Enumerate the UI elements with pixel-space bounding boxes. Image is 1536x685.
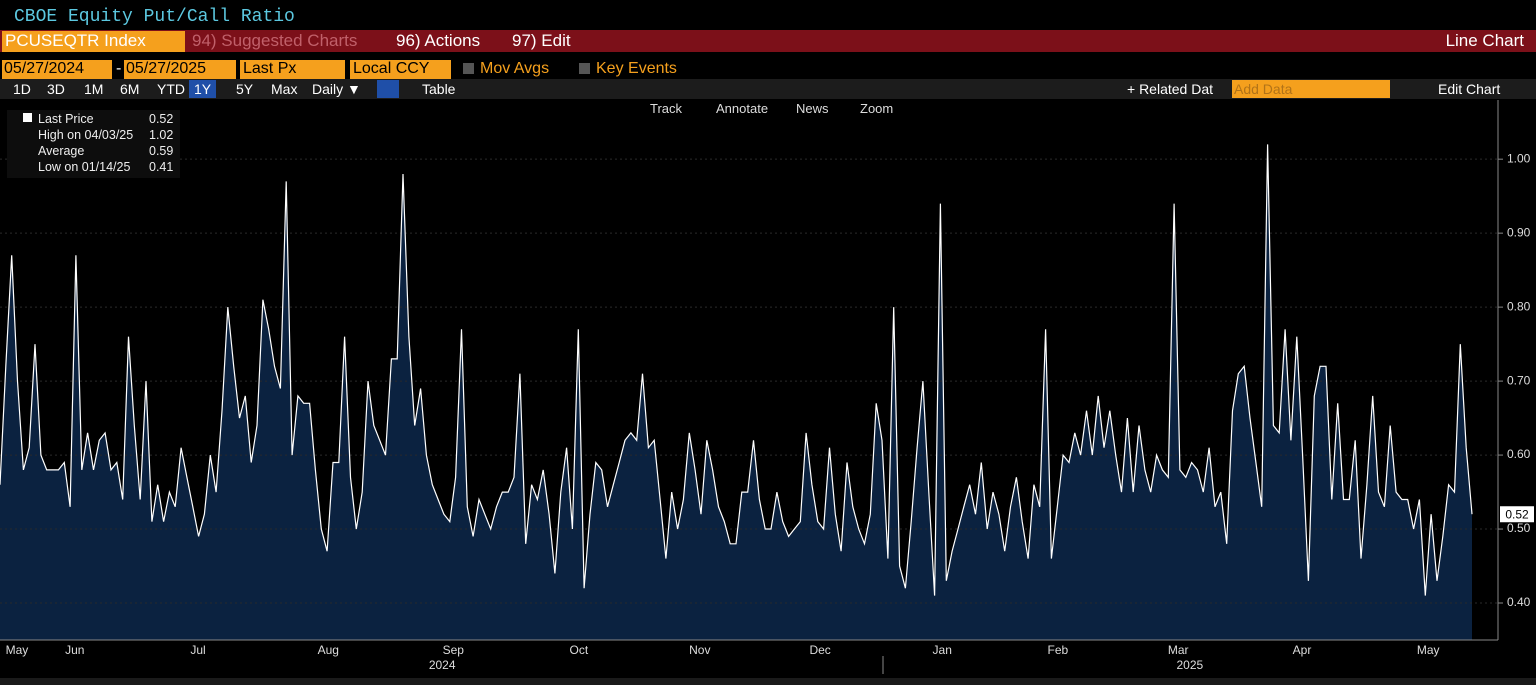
x-tick-label: Sep	[443, 643, 465, 657]
page-title: CBOE Equity Put/Call Ratio	[14, 7, 295, 27]
x-tick-label: Apr	[1293, 643, 1312, 657]
y-tick-label: 0.80	[1507, 299, 1531, 313]
x-tick-label: Jun	[65, 643, 84, 657]
stat-label: High on 04/03/25	[38, 128, 134, 142]
period-button[interactable]: 1Y	[189, 80, 217, 98]
add-data-input[interactable]: Add Data	[1232, 80, 1390, 98]
actions-menu[interactable]: 96) Actions	[396, 31, 481, 50]
legend-swatch	[23, 113, 32, 122]
line-icon[interactable]	[377, 80, 399, 98]
period-button[interactable]: 1M	[84, 81, 104, 97]
stat-label: Last Price	[38, 112, 94, 126]
checkbox[interactable]	[463, 63, 474, 74]
y-tick-label: 0.90	[1507, 225, 1531, 239]
period-button[interactable]: Max	[271, 81, 298, 97]
y-tick-label: 0.50	[1507, 521, 1531, 535]
edit-menu[interactable]: 97) Edit	[512, 31, 571, 50]
stat-label: Average	[38, 144, 85, 158]
y-tick-label: 1.00	[1507, 151, 1531, 165]
x-tick-label: Feb	[1048, 643, 1069, 657]
stat-value: 1.02	[149, 128, 174, 142]
year-label: 2024	[429, 658, 456, 672]
price-line	[0, 144, 1473, 596]
related-data[interactable]: + Related Dat	[1127, 81, 1213, 97]
currency-select[interactable]: Local CCY	[350, 60, 451, 79]
year-label: 2025	[1177, 658, 1204, 672]
stat-label: Low on 01/14/25	[38, 160, 131, 174]
end-date[interactable]: 05/27/2025	[124, 60, 236, 79]
start-date[interactable]: 05/27/2024	[2, 60, 112, 79]
period-button[interactable]: 5Y	[236, 81, 254, 97]
y-tick-label: 0.60	[1507, 447, 1531, 461]
mov-avgs[interactable]: Mov Avgs	[480, 60, 550, 77]
stat-value: 0.41	[149, 160, 174, 174]
period-button[interactable]: 1D	[13, 81, 31, 97]
x-tick-label: Jan	[933, 643, 952, 657]
status-strip	[0, 678, 1536, 685]
chart-tool[interactable]: Annotate	[716, 101, 769, 116]
field-select[interactable]: Last Px	[240, 60, 345, 79]
x-tick-label: May	[6, 643, 29, 657]
last-price-tag	[1500, 506, 1534, 523]
key-events[interactable]: Key Events	[596, 60, 677, 77]
x-tick-label: Dec	[809, 643, 830, 657]
last-price-label: 0.52	[1505, 507, 1529, 521]
stat-value: 0.52	[149, 112, 174, 126]
x-tick-label: May	[1417, 643, 1440, 657]
checkbox[interactable]	[579, 63, 590, 74]
x-tick-label: Mar	[1168, 643, 1189, 657]
period-button[interactable]: 6M	[120, 81, 140, 97]
chart-tool[interactable]: Zoom	[860, 101, 894, 116]
suggested-charts[interactable]: 94) Suggested Charts	[192, 31, 358, 50]
x-tick-label: Nov	[689, 643, 710, 657]
legend-box: Last Price 0.52 High on 04/03/25 1.02 Averag…	[7, 110, 180, 178]
chart-kind: Line Chart	[1445, 31, 1524, 50]
y-tick-label: 0.40	[1507, 595, 1531, 609]
stat-value: 0.59	[149, 144, 174, 158]
x-tick-label: Oct	[570, 643, 589, 657]
x-tick-label: Jul	[190, 643, 205, 657]
x-tick-label: Aug	[318, 643, 339, 657]
toolbar	[0, 30, 1536, 52]
chart-tool[interactable]: Track	[650, 101, 683, 116]
date-dash: -	[116, 60, 122, 77]
period-button[interactable]: 3D	[47, 81, 65, 97]
area	[0, 144, 1472, 640]
table-button[interactable]: Table	[422, 81, 456, 97]
y-tick-label: 0.70	[1507, 373, 1531, 387]
period-button[interactable]: YTD	[157, 81, 185, 97]
edit-chart[interactable]: Edit Chart	[1438, 81, 1501, 97]
chart-tool[interactable]: News	[796, 101, 829, 116]
ticker-field[interactable]: PCUSEQTR Index	[2, 31, 185, 52]
frequency[interactable]: Daily ▼	[312, 81, 361, 97]
